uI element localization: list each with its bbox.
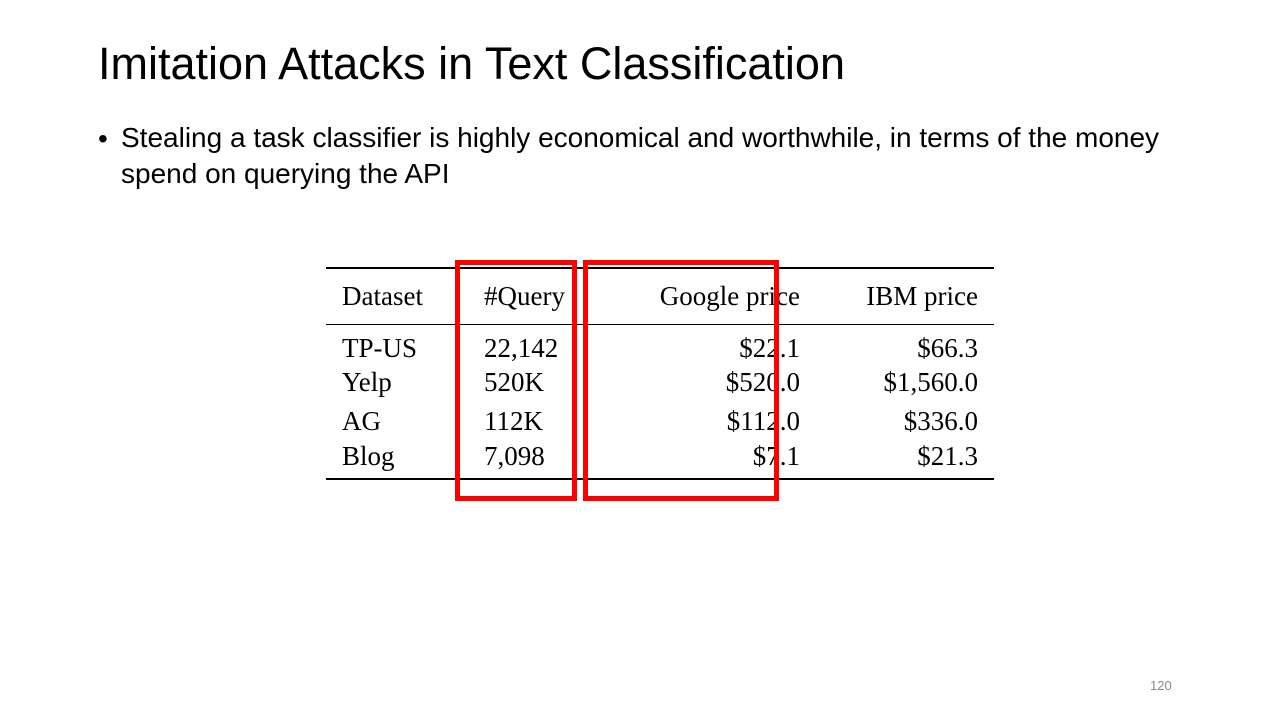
header-dataset: Dataset — [342, 280, 423, 311]
cell-google-price: $22.1 — [739, 332, 800, 363]
slide-title: Imitation Attacks in Text Classification — [98, 38, 845, 89]
query-column-highlight — [455, 260, 577, 501]
bullet-dot-icon: • — [98, 123, 108, 154]
cell-dataset: TP-US — [342, 332, 418, 363]
cell-dataset: AG — [342, 405, 381, 436]
price-table: Dataset #Query Google price IBM price TP… — [326, 267, 994, 480]
cell-ibm-price: $1,560.0 — [883, 367, 979, 398]
cell-ibm-price: $21.3 — [917, 440, 978, 471]
cell-query: 520K — [484, 367, 544, 398]
header-query: #Query — [484, 280, 565, 311]
table-row: TP-US 22,142 $22.1 $66.3 — [326, 324, 994, 364]
cell-query: 112K — [484, 405, 543, 436]
header-ibm-price: IBM price — [866, 280, 978, 311]
table-row: AG 112K $112.0 $336.0 — [326, 402, 994, 441]
price-table-container: Dataset #Query Google price IBM price TP… — [326, 267, 994, 480]
cell-google-price: $112.0 — [726, 405, 800, 436]
table-row: Yelp 520K $520.0 $1,560.0 — [326, 364, 994, 403]
bullet-point: • Stealing a task classifier is highly e… — [98, 120, 1198, 192]
table-header-row: Dataset #Query Google price IBM price — [326, 268, 994, 324]
cell-ibm-price: $336.0 — [903, 405, 978, 436]
cell-query: 7,098 — [484, 440, 545, 471]
google-price-column-highlight — [583, 260, 779, 501]
cell-query: 22,142 — [484, 332, 559, 363]
cell-google-price: $520.0 — [725, 367, 800, 398]
page-number: 120 — [1150, 678, 1172, 693]
bullet-text: Stealing a task classifier is highly eco… — [121, 122, 1160, 189]
cell-dataset: Yelp — [342, 367, 392, 398]
cell-dataset: Blog — [342, 440, 395, 471]
cell-ibm-price: $66.3 — [917, 332, 978, 363]
